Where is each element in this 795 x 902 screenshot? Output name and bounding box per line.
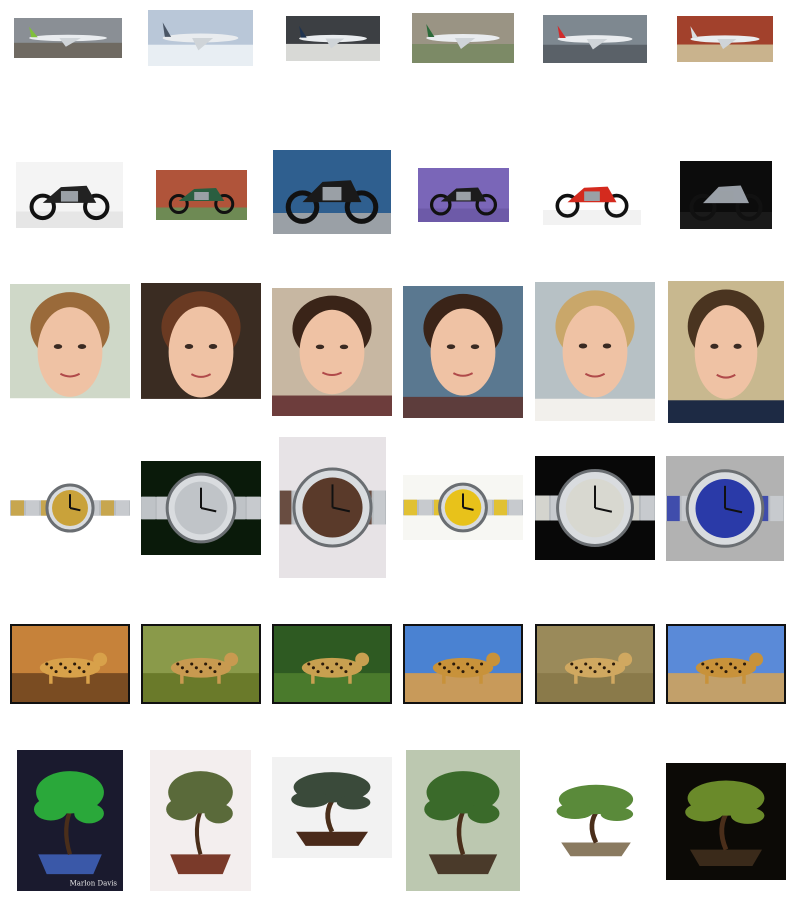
thumbnail-faces-2 [141, 283, 261, 421]
thumbnail-watches-3 [279, 437, 386, 578]
face-woman-curly-hair-icon [141, 283, 261, 421]
thumbnail-leopards-6 [666, 624, 786, 704]
thumbnail-airplanes-1 [14, 18, 122, 58]
motorcycle-rider-sea-icon [273, 150, 391, 234]
thumbnail-motorbikes-3 [273, 150, 391, 234]
bonsai-round-icon [538, 770, 654, 868]
thumbnail-faces-4 [403, 286, 523, 418]
airplane-airline-icon [286, 16, 380, 61]
thumbnail-faces-3 [272, 288, 392, 416]
thumbnail-airplanes-4 [412, 13, 514, 63]
thumbnail-bonsai-2 [150, 750, 251, 891]
thumbnail-faces-6 [668, 281, 784, 423]
cruiser-motorcycle-icon [16, 162, 123, 228]
thumbnail-leopards-3 [272, 624, 392, 704]
thumbnail-watches-2 [141, 461, 261, 555]
thumbnail-leopards-1 [10, 624, 130, 704]
sport-motorcycle-red-icon [543, 165, 641, 225]
thumbnail-bonsai-4 [406, 750, 520, 891]
thumbnail-airplanes-2 [148, 10, 253, 66]
airplane-green-tail-icon [14, 18, 122, 58]
face-man-beard-icon [668, 281, 784, 423]
bonsai-dark-icon [666, 763, 786, 880]
face-woman-blonde-icon [535, 282, 655, 421]
thumbnail-leopards-5 [535, 624, 655, 704]
leopard-sky-icon [405, 626, 521, 702]
sport-motorcycle-dark-icon [680, 161, 772, 229]
gold-watch-icon [10, 476, 130, 540]
leopard-grass-icon [143, 626, 259, 702]
thumbnail-faces-5 [535, 282, 655, 421]
thumbnail-leopards-4 [403, 624, 523, 704]
thumbnail-bonsai-6 [666, 763, 786, 880]
thumbnail-airplanes-6 [677, 16, 773, 62]
face-man-smiling-icon [10, 284, 130, 420]
yellow-dial-watch-icon [403, 475, 523, 540]
diver-watch-icon [279, 437, 386, 578]
thumbnail-bonsai-3 [272, 757, 392, 858]
thumbnail-watches-4 [403, 475, 523, 540]
thumbnail-bonsai-5 [538, 770, 654, 868]
cheetahs-grass-icon [537, 626, 653, 702]
leopard-jungle-icon [274, 626, 390, 702]
thumbnail-faces-1 [10, 284, 130, 420]
thumbnail-leopards-2 [141, 624, 261, 704]
chopper-motorcycle-icon [418, 168, 509, 222]
bonsai-green-pot-icon: Marlon Davis [17, 750, 123, 891]
leopard-rock-icon [12, 626, 128, 702]
bonsai-garden-icon [406, 750, 520, 891]
face-woman-icon [403, 286, 523, 418]
cheetah-sitting-icon [668, 626, 784, 702]
thumbnail-motorbikes-4 [418, 168, 509, 222]
airplane-runway-icon [412, 13, 514, 63]
propeller-plane-icon [677, 16, 773, 62]
thumbnail-watches-5 [535, 456, 655, 560]
thumbnail-motorbikes-5 [543, 165, 641, 225]
square-watch-icon [535, 456, 655, 560]
thumbnail-airplanes-3 [286, 16, 380, 61]
thumbnail-watches-6 [666, 456, 784, 561]
bonsai-display-icon [272, 757, 392, 858]
thumbnail-motorbikes-6 [680, 161, 772, 229]
thumbnail-bonsai-1: Marlon Davis [17, 750, 123, 891]
thumbnail-motorbikes-1 [16, 162, 123, 228]
fighter-jet-icon [148, 10, 253, 66]
vintage-motorcycle-icon [156, 170, 247, 220]
blue-dial-watch-icon [666, 456, 784, 561]
face-woman-icon [272, 288, 392, 416]
airplane-swiss-icon [543, 15, 647, 63]
thumbnail-caption: Marlon Davis [70, 879, 118, 887]
thumbnail-motorbikes-2 [156, 170, 247, 220]
thumbnail-airplanes-5 [543, 15, 647, 63]
bonsai-pine-icon [150, 750, 251, 891]
thumbnail-watches-1 [10, 476, 130, 540]
chronograph-watch-icon [141, 461, 261, 555]
